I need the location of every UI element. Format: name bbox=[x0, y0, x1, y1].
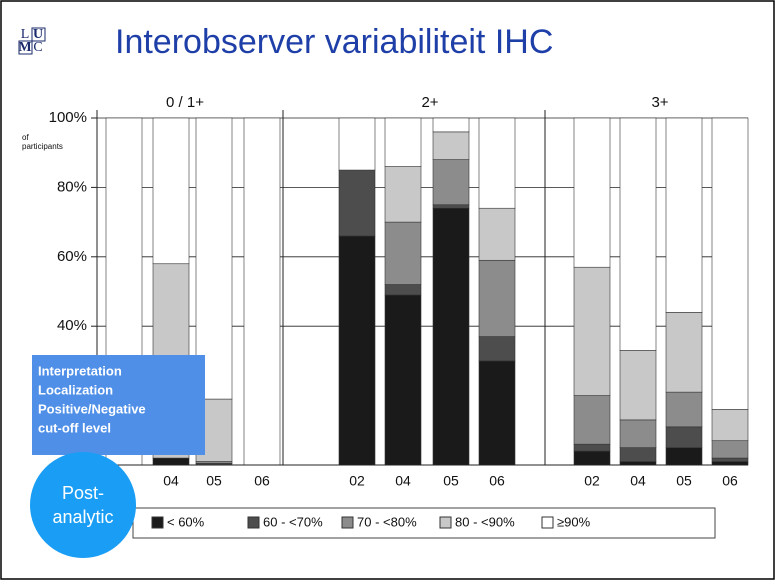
bar-segment bbox=[384, 221, 422, 285]
bar-segment bbox=[478, 336, 516, 362]
x-tick-label: 06 bbox=[489, 473, 505, 489]
bar-segment bbox=[619, 117, 657, 351]
legend-label: < 60% bbox=[167, 514, 205, 529]
group-label: 3+ bbox=[651, 94, 668, 111]
y-tick-label: 100% bbox=[49, 109, 87, 126]
bar-segment bbox=[619, 447, 657, 462]
bar-segment bbox=[711, 440, 749, 459]
overlay-text: cut-off level bbox=[38, 420, 111, 435]
legend-swatch bbox=[341, 516, 354, 529]
x-tick-label: 06 bbox=[722, 473, 738, 489]
bar-segment bbox=[384, 294, 422, 466]
bar-segment bbox=[338, 235, 376, 466]
bar-segment bbox=[195, 117, 233, 400]
bar-segment bbox=[478, 360, 516, 466]
bar-segment bbox=[432, 207, 470, 466]
legend-label: ≥90% bbox=[557, 514, 591, 529]
legend-swatch bbox=[247, 516, 260, 529]
bar-segment bbox=[573, 450, 611, 466]
bar-segment bbox=[619, 350, 657, 421]
x-tick-label: 05 bbox=[676, 473, 692, 489]
x-tick-label: 02 bbox=[584, 473, 600, 489]
logo-box bbox=[31, 27, 46, 42]
x-tick-label: 02 bbox=[349, 473, 365, 489]
group-label: 0 / 1+ bbox=[166, 94, 204, 111]
bar-segment bbox=[432, 117, 470, 133]
bar-segment bbox=[619, 461, 657, 466]
x-tick-label: 05 bbox=[443, 473, 459, 489]
badge-text: Post- bbox=[62, 483, 104, 503]
bar-segment bbox=[384, 284, 422, 296]
bar-segment bbox=[243, 117, 281, 466]
bar-segment bbox=[665, 117, 703, 313]
legend-swatch bbox=[439, 516, 452, 529]
logo: L U M C bbox=[18, 27, 46, 55]
badge bbox=[30, 452, 136, 558]
logo-letter: U bbox=[33, 27, 43, 42]
x-tick-label: 04 bbox=[630, 473, 646, 489]
overlay-text: Positive/Negative bbox=[38, 401, 146, 416]
overlay-box bbox=[32, 355, 205, 455]
bar-segment bbox=[711, 461, 749, 466]
badge-text: analytic bbox=[52, 507, 113, 527]
y-tick-label: 80% bbox=[57, 178, 87, 195]
bar-segment bbox=[573, 266, 611, 396]
slide-title: Interobserver variabiliteit IHC bbox=[115, 23, 553, 61]
legend-label: 80 - <90% bbox=[455, 514, 515, 529]
bar-segment bbox=[384, 166, 422, 223]
x-tick-label: 06 bbox=[254, 473, 270, 489]
legend-label: 60 - <70% bbox=[263, 514, 323, 529]
y-tick-label: 40% bbox=[57, 317, 87, 334]
legend-box bbox=[132, 507, 716, 539]
overlay-text: Localization bbox=[38, 382, 113, 397]
overlay-text: Interpretation bbox=[38, 363, 122, 378]
y-axis-note: participants bbox=[22, 142, 63, 151]
x-tick-label: 05 bbox=[206, 473, 222, 489]
bar-segment bbox=[711, 409, 749, 442]
logo-letter: M bbox=[18, 40, 31, 55]
group-label: 2+ bbox=[421, 94, 438, 111]
bar-segment bbox=[665, 391, 703, 428]
legend-swatch bbox=[151, 516, 164, 529]
logo-letter: L bbox=[21, 27, 30, 42]
legend-label: 70 - <80% bbox=[357, 514, 417, 529]
bar-segment bbox=[573, 443, 611, 452]
bar-segment bbox=[478, 117, 516, 209]
bar-segment bbox=[478, 207, 516, 261]
bar-segment bbox=[432, 204, 470, 209]
bar-segment bbox=[711, 117, 749, 410]
bar-segment bbox=[152, 117, 190, 265]
bar-segment bbox=[665, 312, 703, 393]
x-tick-label: 04 bbox=[163, 473, 179, 489]
y-axis-note: of bbox=[22, 133, 29, 142]
logo-letter: C bbox=[33, 40, 42, 55]
bar-segment bbox=[432, 131, 470, 160]
bar-segment bbox=[619, 419, 657, 448]
bar-segment bbox=[711, 457, 749, 462]
bar-segment bbox=[152, 457, 190, 466]
bar-segment bbox=[432, 159, 470, 206]
bar-segment bbox=[338, 117, 376, 171]
x-tick-label: 04 bbox=[395, 473, 411, 489]
bar-segment bbox=[478, 259, 516, 337]
overlay: Interpretation Localization Positive/Negat… bbox=[30, 355, 205, 558]
bar-segment bbox=[338, 169, 376, 237]
bar-segment bbox=[573, 395, 611, 445]
logo-box bbox=[18, 40, 33, 55]
bar-segment bbox=[384, 117, 422, 167]
legend-swatch bbox=[541, 516, 554, 529]
y-tick-label: 60% bbox=[57, 248, 87, 265]
bar-segment bbox=[573, 117, 611, 268]
bar-segment bbox=[665, 447, 703, 466]
bar-segment bbox=[665, 426, 703, 448]
